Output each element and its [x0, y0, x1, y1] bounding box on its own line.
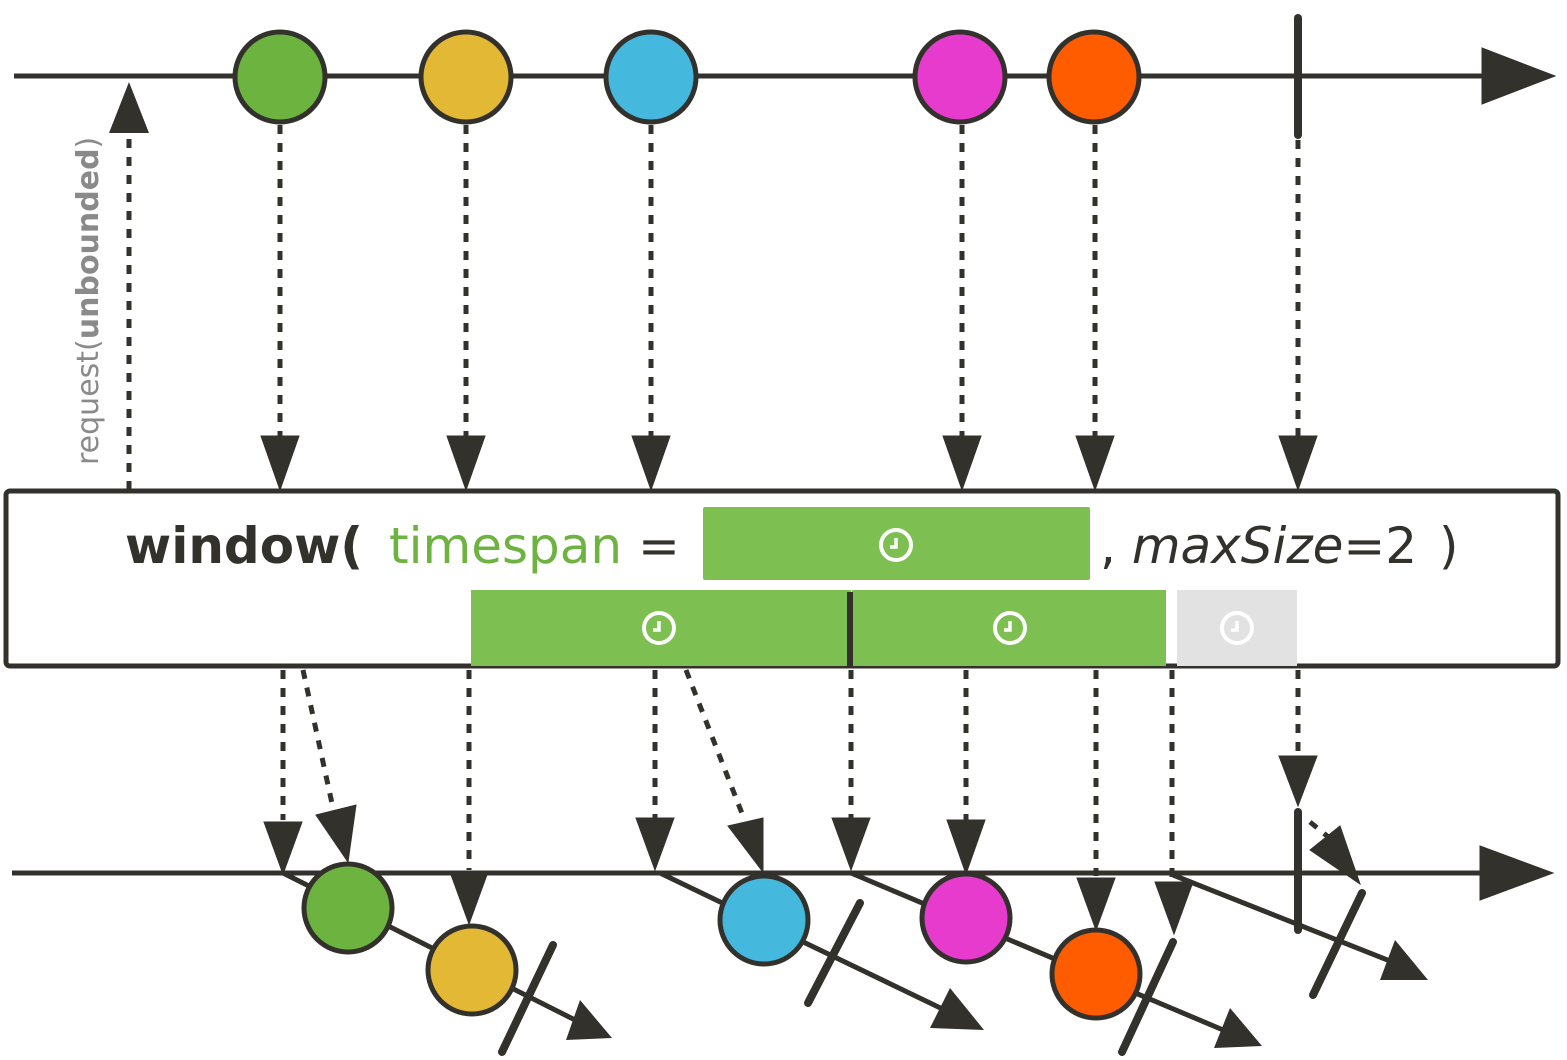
marble-magenta [912, 29, 1008, 125]
param-maxsize-value: =2 [1343, 517, 1417, 575]
window-1-marble-yellow [425, 923, 519, 1017]
window-4-complete-marker [1309, 889, 1366, 999]
window-2-complete-marker [804, 899, 864, 1007]
param-timespan: timespan [389, 517, 622, 575]
source-to-operator-arrows [260, 125, 1318, 492]
output-timeline-arrowhead [1479, 845, 1555, 901]
request-label: request(unbounded) [71, 137, 106, 465]
marble-orange [1046, 29, 1142, 125]
window-2 [658, 870, 984, 1030]
operator-signature-tail: , maxSize=2 ) [1100, 517, 1459, 575]
window-3-marble-magenta [919, 871, 1013, 965]
marble-yellow [418, 29, 514, 125]
window-2-marble-blue [717, 873, 811, 967]
window-1 [281, 861, 612, 1056]
operator-name: window( [125, 517, 363, 575]
window-1-complete-marker [498, 941, 557, 1056]
operator-to-output-arrows [263, 669, 1361, 936]
window-3 [850, 870, 1262, 1056]
output-timeline [12, 808, 1555, 934]
timer-1 [471, 590, 851, 666]
source-marbles [232, 29, 1142, 125]
source-timeline-arrowhead [1481, 47, 1557, 105]
window-1-marble-green [301, 861, 395, 955]
marble-blue [603, 29, 699, 125]
window-4 [1172, 872, 1428, 999]
marble-green [232, 29, 328, 125]
operator-signature: window( timespan = [125, 517, 680, 575]
window-timers [471, 590, 1297, 668]
timespan-indicator [703, 507, 1090, 580]
request-arrow [109, 82, 149, 490]
window-3-complete-marker [1118, 938, 1177, 1056]
window-3-marble-orange [1049, 927, 1143, 1021]
param-maxsize: maxSize [1132, 517, 1344, 575]
